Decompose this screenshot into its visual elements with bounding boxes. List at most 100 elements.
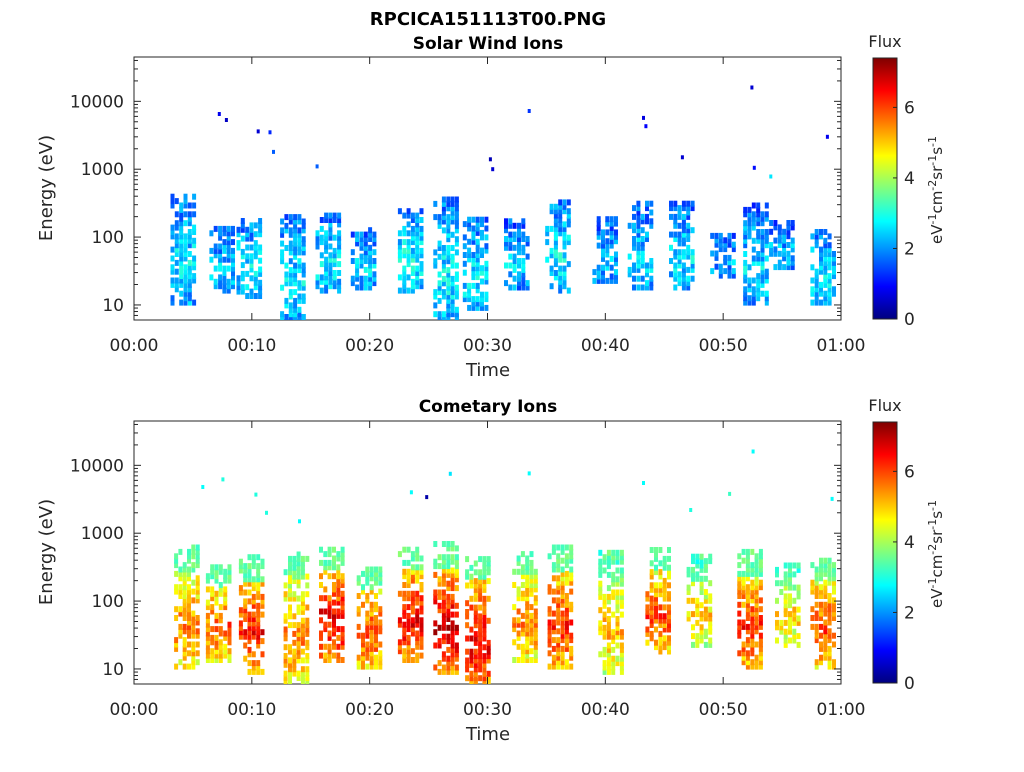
spectrogram-cell [328, 265, 333, 272]
outlier-point [750, 85, 754, 90]
spectrogram-cell [406, 212, 411, 219]
spectrogram-cell [549, 252, 554, 259]
spectrogram-cell [205, 577, 210, 584]
spectrogram-cell [288, 586, 292, 593]
spectrogram-cell [446, 258, 451, 265]
spectrogram-cell [365, 610, 370, 617]
spectrogram-cell [521, 280, 526, 287]
spectrogram-cell [174, 220, 179, 227]
spectrogram-cell [569, 654, 574, 661]
spectrogram-cell [601, 264, 605, 271]
spectrogram-cell [560, 566, 565, 573]
spectrogram-cell [327, 551, 332, 558]
spectrogram-cell [192, 255, 197, 262]
spectrogram-cell [365, 575, 370, 582]
spectrogram-cell [179, 277, 184, 284]
spectrogram-cell [446, 664, 451, 671]
spectrogram-cell [525, 568, 530, 575]
y-tick-label: 10 [102, 296, 124, 316]
spectrogram-cell [609, 255, 614, 262]
spectrogram-cell [410, 234, 415, 241]
spectrogram-cell [564, 553, 569, 560]
spectrogram-cell [300, 670, 305, 677]
spectrogram-cell [222, 278, 227, 285]
spectrogram-cell [245, 270, 250, 277]
spectrogram-cell [450, 297, 455, 304]
spectrogram-cell [686, 584, 691, 591]
spectrogram-cell [437, 554, 442, 561]
spectrogram-cell [602, 660, 607, 667]
spectrogram-cell [218, 243, 223, 250]
spectrogram-cell [324, 270, 329, 276]
spectrogram-cell [745, 588, 750, 595]
spectrogram-cell [297, 227, 302, 234]
spectrogram-cell [337, 239, 342, 246]
spectrogram-cell [686, 249, 691, 256]
spectrogram-cell [619, 593, 624, 600]
spectrogram-cell [332, 626, 336, 633]
spectrogram-cell [727, 232, 732, 239]
x-axis-label: Time [465, 360, 510, 381]
spectrogram-cell [745, 623, 750, 630]
spectrogram-cell [245, 226, 250, 233]
spectrogram-cell [324, 274, 329, 281]
spectrogram-cell [359, 284, 364, 291]
spectrogram-cell [667, 573, 671, 580]
spectrogram-cell [649, 266, 654, 273]
spectrogram-cell [192, 242, 197, 249]
spectrogram-cell [419, 265, 424, 272]
spectrogram-cell [465, 675, 470, 682]
spectrogram-cell [480, 247, 484, 254]
spectrogram-cell [182, 641, 187, 648]
spectrogram-cell [406, 243, 411, 250]
spectrogram-cell [615, 558, 620, 565]
spectrogram-cell [686, 597, 691, 604]
spectrogram-cell [480, 269, 484, 276]
spectrogram-cell [372, 249, 377, 256]
spectrogram-cell [260, 611, 265, 618]
spectrogram-cell [529, 626, 534, 633]
spectrogram-cell [727, 254, 732, 261]
spectrogram-cell [714, 232, 719, 239]
spectrogram-cell [340, 612, 345, 619]
spectrogram-cell [819, 623, 823, 630]
spectrogram-cell [327, 630, 332, 637]
spectrogram-cell [699, 562, 704, 569]
spectrogram-cell [293, 236, 298, 243]
spectrogram-cell [374, 623, 378, 630]
spectrogram-cell [179, 202, 184, 209]
spectrogram-cell [218, 604, 223, 611]
spectrogram-cell [319, 573, 323, 580]
spectrogram-cell [819, 286, 823, 293]
spectrogram-cell [796, 589, 801, 595]
spectrogram-cell [525, 643, 530, 650]
spectrogram-cell [654, 564, 658, 571]
spectrogram-cell [606, 664, 611, 671]
spectrogram-cell [760, 264, 765, 271]
spectrogram-cell [823, 277, 828, 284]
spectrogram-cell [187, 628, 191, 635]
spectrogram-cell [340, 626, 345, 633]
spectrogram-cell [243, 598, 248, 605]
spectrogram-cell [478, 661, 483, 668]
spectrogram-cell [690, 275, 695, 282]
spectrogram-cell [525, 280, 530, 287]
spectrogram-cell [760, 242, 765, 249]
spectrogram-cell [788, 562, 792, 569]
spectrogram-cell [551, 619, 556, 626]
spectrogram-cell [723, 254, 728, 261]
spectrogram-cell [446, 231, 451, 238]
spectrogram-cell [484, 260, 489, 267]
spectrogram-cell [469, 604, 474, 611]
spectrogram-cell [681, 218, 686, 225]
spectrogram-cell [486, 675, 491, 682]
spectrogram-cell [179, 220, 184, 227]
spectrogram-cell [361, 601, 365, 608]
spectrogram-cell [545, 256, 550, 263]
spectrogram-cell [218, 590, 223, 597]
spectrogram-cell [611, 549, 616, 556]
spectrogram-cell [645, 213, 649, 220]
spectrogram-cell [223, 652, 228, 659]
spectrogram-cell [605, 247, 610, 254]
spectrogram-cell [191, 623, 196, 630]
